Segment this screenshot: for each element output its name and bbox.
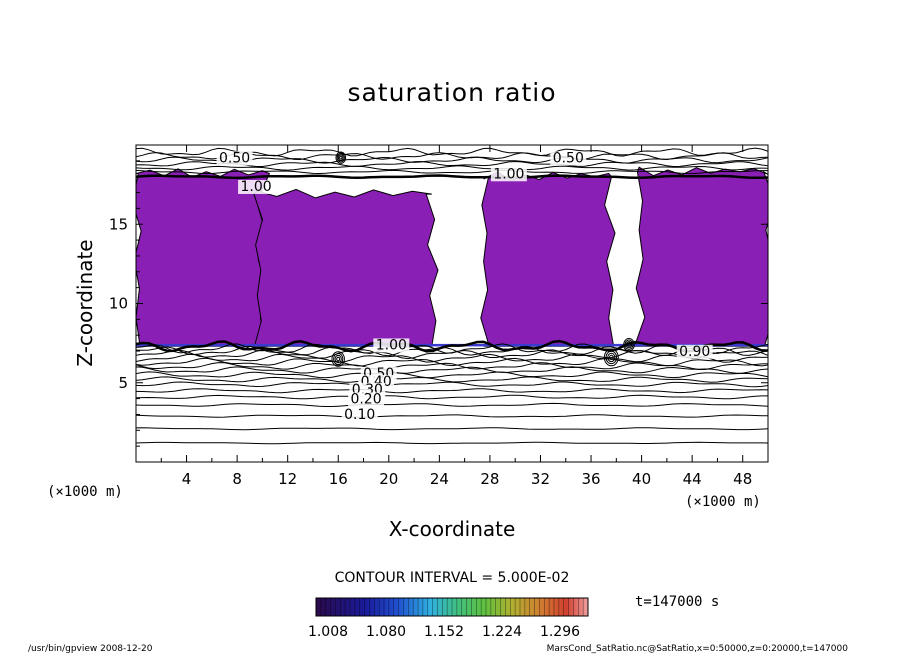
x-unit-label-left: (×1000 m) [47, 484, 123, 500]
contour-label: 0.90 [679, 344, 710, 360]
contour-line [136, 169, 768, 175]
x-tick-label: 12 [278, 470, 297, 488]
contour-line [136, 366, 768, 374]
colorbar-tick-label: 1.152 [424, 624, 464, 640]
footer-file-info: MarsCond_SatRatio.nc@SatRatio,x=0:50000,… [547, 644, 849, 654]
colorbar-ticks: 1.008 1.080 1.152 1.224 1.296 [308, 624, 580, 640]
contour-label: 0.10 [344, 407, 375, 423]
contour-line [136, 388, 768, 394]
contour-line [136, 174, 768, 180]
contour-label: 1.00 [493, 166, 524, 182]
contour-loop [336, 356, 341, 362]
x-tick-label: 36 [581, 470, 600, 488]
y-axis-label: Z-coordinate [73, 239, 97, 366]
x-unit-label-right: (×1000 m) [685, 494, 761, 510]
contour-label-bg [238, 179, 275, 194]
shaded-regions [136, 166, 768, 347]
colorbar: 1.008 1.080 1.152 1.224 1.296 [308, 597, 589, 640]
contour-line [136, 339, 768, 353]
contour-label: 1.00 [240, 179, 271, 195]
plot-area [136, 147, 768, 445]
contour-label-bg [676, 344, 713, 359]
y-tick-label: 5 [118, 374, 128, 392]
contour-label-bg [348, 392, 385, 407]
contour-label: 0.20 [350, 391, 381, 407]
contour-loop [339, 155, 343, 160]
contour-line [136, 402, 768, 407]
contour-loop [623, 338, 635, 352]
contour-line [136, 165, 768, 171]
contour-loop [605, 350, 618, 365]
contour-loop [334, 354, 342, 364]
y-tick-label: 10 [109, 295, 128, 313]
contour-lines [136, 147, 768, 445]
contour-line [136, 427, 768, 431]
colorbar-stripes [320, 598, 584, 616]
x-tick-label: 44 [683, 470, 702, 488]
contour-line [136, 414, 768, 418]
x-axis-label: X-coordinate [389, 517, 516, 541]
contour-label: 0.50 [219, 150, 250, 166]
contour-label-bg [216, 151, 253, 166]
footer-program-date: /usr/bin/gpview 2008-12-20 [28, 644, 153, 654]
contour-loop [609, 354, 614, 360]
contour-loop [624, 339, 634, 350]
chart-title: saturation ratio [347, 78, 556, 107]
contour-line [136, 353, 768, 363]
contour-line [136, 441, 768, 445]
contour-label-bg [373, 338, 410, 353]
shaded-region [480, 171, 616, 347]
x-tick-label: 24 [430, 470, 449, 488]
contour-loop [335, 151, 347, 164]
contour-line [136, 381, 768, 388]
contour-label-bg [550, 151, 587, 166]
contour-labels: 0.50 0.501.001.001.00 0.900.500.400.300.20… [216, 150, 713, 423]
x-tick-label: 8 [232, 470, 242, 488]
contour-loop [627, 342, 631, 347]
colorbar-tick-label: 1.296 [540, 624, 580, 640]
time-label: t=147000 s [635, 594, 719, 610]
contour-line [136, 376, 768, 383]
contour-loop [336, 152, 345, 163]
contour-loop [331, 351, 345, 367]
contour-line [136, 357, 768, 367]
x-tick-label: 20 [379, 470, 398, 488]
contour-line [136, 394, 768, 400]
contour-loop [337, 154, 344, 162]
x-tick-label: 16 [329, 470, 348, 488]
x-tick-label: 40 [632, 470, 651, 488]
contour-line [136, 371, 768, 379]
x-tick-label: 32 [531, 470, 550, 488]
contour-loop [625, 341, 633, 349]
contour-label: 1.00 [376, 337, 407, 353]
colorbar-tick-label: 1.224 [482, 624, 522, 640]
contour-loop [333, 353, 344, 365]
contour-loop [607, 352, 616, 363]
y-tick-label: 15 [109, 215, 128, 233]
shaded-region [633, 166, 768, 347]
colorbar-tick-label: 1.008 [308, 624, 348, 640]
shaded-region [253, 188, 439, 347]
contour-label-bg [341, 408, 378, 423]
contour-loop [603, 348, 619, 367]
contour-interval-label: CONTOUR INTERVAL = 5.000E-02 [335, 570, 570, 586]
x-tick-label: 48 [733, 470, 752, 488]
colorbar-tick-label: 1.080 [366, 624, 406, 640]
x-tick-label: 4 [182, 470, 192, 488]
shaded-region [136, 168, 271, 347]
x-tick-label: 28 [480, 470, 499, 488]
contour-label-bg [490, 167, 527, 182]
contour-label: 0.50 [553, 150, 584, 166]
